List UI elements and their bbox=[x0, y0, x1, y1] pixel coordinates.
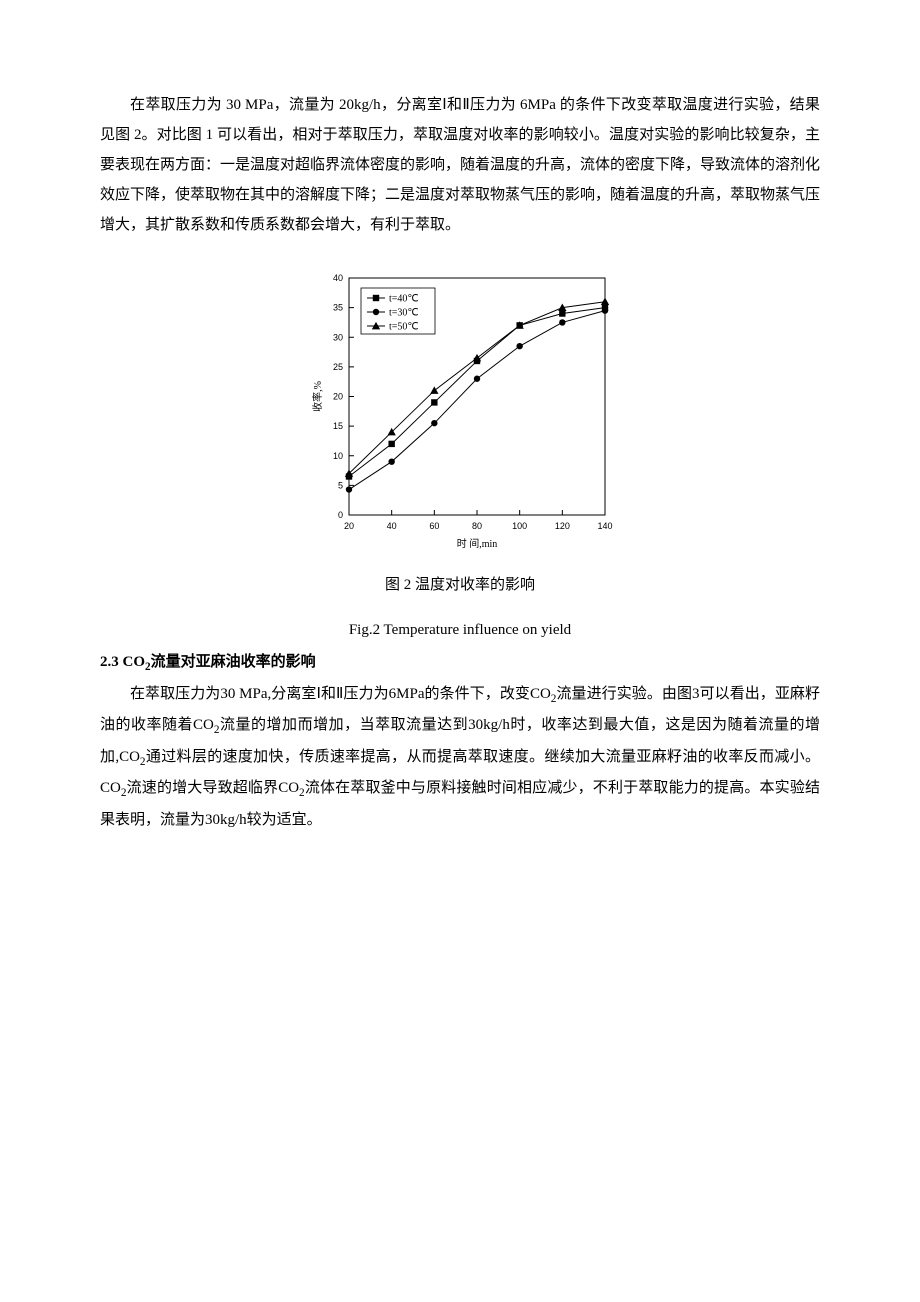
caption-en: Fig.2 Temperature influence on yield bbox=[100, 615, 820, 645]
svg-text:20: 20 bbox=[333, 392, 343, 402]
paragraph-1: 在萃取压力为 30 MPa，流量为 20kg/h，分离室Ⅰ和Ⅱ压力为 6MPa … bbox=[100, 90, 820, 240]
svg-text:100: 100 bbox=[512, 521, 527, 531]
svg-text:30: 30 bbox=[333, 332, 343, 342]
svg-text:120: 120 bbox=[555, 521, 570, 531]
caption-cn: 图 2 温度对收率的影响 bbox=[100, 570, 820, 600]
heading-suffix: 流量对亚麻油收率的影响 bbox=[151, 654, 316, 670]
svg-text:5: 5 bbox=[338, 480, 343, 490]
svg-text:t=30℃: t=30℃ bbox=[389, 308, 419, 319]
svg-text:t=50℃: t=50℃ bbox=[389, 322, 419, 333]
svg-text:35: 35 bbox=[333, 303, 343, 313]
svg-text:时 间,min: 时 间,min bbox=[457, 537, 498, 550]
svg-text:140: 140 bbox=[597, 521, 612, 531]
svg-text:0: 0 bbox=[338, 510, 343, 520]
paragraph-2: 在萃取压力为30 MPa,分离室Ⅰ和Ⅱ压力为6MPa的条件下，改变CO2流量进行… bbox=[100, 679, 820, 835]
svg-text:10: 10 bbox=[333, 451, 343, 461]
p2-e: 流速的增大导致超临界CO bbox=[126, 780, 299, 796]
svg-text:15: 15 bbox=[333, 421, 343, 431]
svg-text:40: 40 bbox=[333, 273, 343, 283]
figure-2: 20 40 60 80 100 120 140 0 5 10 15 20 25 30 35 40 时 间,min… bbox=[100, 268, 820, 564]
svg-text:t=40℃: t=40℃ bbox=[389, 294, 419, 305]
svg-text:80: 80 bbox=[472, 521, 482, 531]
svg-text:25: 25 bbox=[333, 362, 343, 372]
svg-text:60: 60 bbox=[429, 521, 439, 531]
p2-a: 在萃取压力为30 MPa,分离室Ⅰ和Ⅱ压力为6MPa的条件下，改变CO bbox=[130, 686, 551, 702]
svg-text:40: 40 bbox=[387, 521, 397, 531]
svg-text:收率,%: 收率,% bbox=[311, 381, 324, 412]
svg-text:20: 20 bbox=[344, 521, 354, 531]
section-heading-2-3: 2.3 CO2流量对亚麻油收率的影响 bbox=[100, 647, 820, 679]
chart-figure-2: 20 40 60 80 100 120 140 0 5 10 15 20 25 30 35 40 时 间,min… bbox=[305, 268, 615, 553]
heading-prefix: 2.3 CO bbox=[100, 654, 145, 670]
